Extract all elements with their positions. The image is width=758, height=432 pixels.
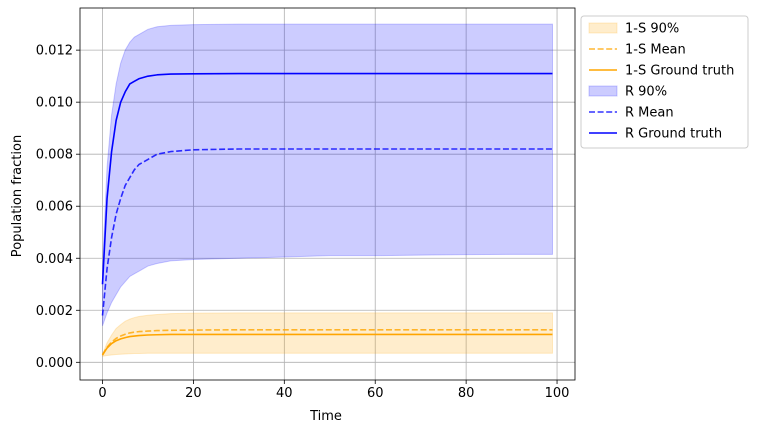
legend-label-1-s-90: 1-S 90% <box>625 22 679 37</box>
grid-lines <box>80 8 575 380</box>
plot-area <box>80 8 575 380</box>
series-lines <box>101 72 553 356</box>
x-axis-ticks: 0 20 40 60 80 100 <box>98 380 569 401</box>
line-1-s-mean <box>101 328 553 355</box>
legend-box <box>580 15 749 149</box>
x-tick-label: 80 <box>458 386 475 401</box>
legend-label-r-ground-truth: R Ground truth <box>625 127 722 142</box>
x-tick-label: 100 <box>545 386 570 401</box>
x-tick-label: 20 <box>185 386 202 401</box>
line-r-ground-truth <box>101 72 553 285</box>
x-tick-label: 0 <box>98 386 106 401</box>
legend-label-r-90: R 90% <box>625 85 667 100</box>
plot-border <box>79 7 576 381</box>
y-tick-label: 0.004 <box>36 252 73 267</box>
band-r-90 <box>102 23 553 327</box>
x-axis-label: Time <box>309 409 342 424</box>
legend-swatch-r-90 <box>588 85 618 97</box>
x-tick-label: 40 <box>276 386 293 401</box>
plot-background <box>80 8 575 380</box>
legend-label-r-mean: R Mean <box>625 106 674 121</box>
legend-label-1-s-mean: 1-S Mean <box>625 43 686 58</box>
y-tick-label: 0.000 <box>36 356 73 371</box>
y-tick-label: 0.008 <box>36 148 73 163</box>
y-tick-label: 0.006 <box>36 200 73 215</box>
x-tick-label: 60 <box>367 386 384 401</box>
y-axis-label: Population fraction <box>10 135 25 257</box>
y-tick-label: 0.012 <box>36 44 73 59</box>
legend-label-1-s-ground-truth: 1-S Ground truth <box>625 64 734 79</box>
legend-swatch-1-s-90 <box>588 22 618 34</box>
y-tick-label: 0.010 <box>36 96 73 111</box>
line-r-mean <box>101 148 553 316</box>
line-1-s-ground-truth <box>101 333 553 356</box>
legend: 1-S 90% 1-S Mean 1-S Ground truth R 90% R Me… <box>580 15 749 149</box>
y-tick-label: 0.002 <box>36 304 73 319</box>
y-axis-ticks: 0.000 0.002 0.004 0.006 0.008 0.010 0.012 <box>36 44 80 371</box>
plot-frame <box>79 7 576 381</box>
